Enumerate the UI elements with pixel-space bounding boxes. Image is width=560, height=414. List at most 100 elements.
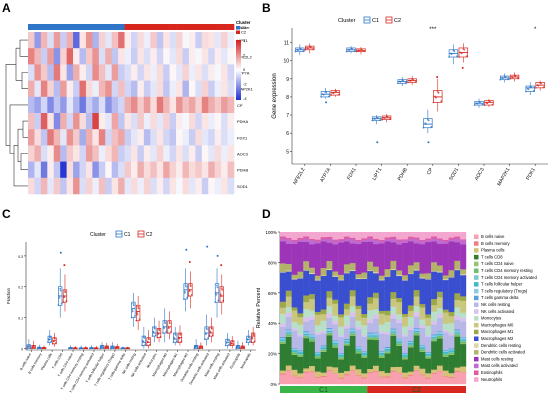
stack-segment	[303, 295, 310, 303]
legend-label: T cells CD4 naive	[481, 261, 514, 266]
annotation-cell	[214, 24, 222, 30]
heatmap-cell	[28, 80, 35, 98]
stack-segment	[454, 371, 461, 385]
heatmap-cell	[176, 177, 183, 195]
stack-segment	[320, 351, 327, 373]
stack-segment	[314, 279, 321, 281]
x-tick-label: AOC3	[474, 167, 486, 182]
stack-segment	[402, 358, 409, 360]
outlier-point	[188, 261, 191, 264]
data-point	[43, 346, 45, 349]
heatmap-cell	[60, 145, 67, 162]
row-label: PDHA	[237, 119, 248, 124]
heatmap-cell	[176, 113, 183, 130]
heatmap-cell	[156, 145, 164, 162]
stack-segment	[384, 310, 391, 316]
heatmap-cell	[176, 145, 183, 162]
stack-segment	[460, 340, 467, 342]
data-point	[199, 345, 202, 348]
data-point	[404, 82, 407, 84]
heatmap-cell	[34, 113, 42, 130]
stack-segment	[448, 377, 455, 385]
stack-segment	[326, 291, 333, 298]
heatmap-cell	[92, 80, 100, 98]
stack-segment	[448, 348, 455, 350]
heatmap-cell	[201, 64, 209, 81]
heatmap-cell	[53, 113, 61, 130]
data-point	[123, 347, 126, 350]
stack-segment	[442, 240, 449, 244]
data-point	[357, 49, 360, 52]
annotation-cell	[156, 24, 164, 30]
heatmap-cell	[60, 64, 67, 81]
stack-segment	[285, 271, 292, 291]
data-point	[252, 333, 255, 335]
stack-segment	[309, 293, 316, 300]
stack-segment	[320, 275, 327, 277]
stack-segment	[407, 241, 414, 266]
stack-segment	[320, 239, 327, 242]
stack-segment	[431, 298, 438, 306]
heatmap-cell	[227, 145, 235, 162]
heatmap-cell	[169, 129, 177, 146]
data-point	[131, 308, 134, 311]
y-tick-label: 11	[284, 41, 289, 47]
y-tick-label: 60%	[268, 291, 277, 296]
stack-segment	[442, 323, 449, 331]
stack-segment	[448, 353, 455, 355]
stack-segment	[297, 324, 304, 335]
group-bar	[367, 386, 466, 393]
stack-segment	[431, 271, 438, 300]
stack-segment	[460, 343, 467, 367]
stack-segment	[425, 314, 432, 318]
heatmap-cell	[163, 96, 170, 114]
stack-segment	[431, 270, 438, 272]
stack-segment	[402, 359, 409, 373]
heatmap-cell	[124, 96, 132, 114]
heatmap-cell	[92, 161, 100, 179]
heatmap-cell	[227, 113, 235, 130]
data-point	[182, 298, 185, 300]
heatmap-cell	[163, 64, 170, 81]
stack-segment	[460, 343, 467, 345]
legend-label: NK cells resting	[481, 302, 511, 307]
heatmap-cell	[79, 48, 87, 65]
heatmap-panel: LIPT1 NFE2L2 ATP7A MAP2K1 CP PDHA FDX1 AOC3 PDHB…	[5, 20, 254, 195]
stack-segment	[303, 371, 310, 373]
stack-segment	[309, 334, 316, 335]
stack-segment	[309, 341, 316, 367]
stack-segment	[326, 334, 333, 336]
data-point	[159, 335, 162, 338]
stack-segment	[407, 265, 414, 274]
stack-segment	[320, 275, 327, 310]
data-point	[353, 50, 356, 53]
heatmap-cell	[73, 161, 80, 179]
heatmap-cell	[195, 80, 203, 98]
heatmap-cell	[221, 96, 228, 114]
stack-segment	[402, 240, 409, 243]
data-point	[526, 87, 529, 90]
stack-segment	[320, 320, 327, 331]
data-point	[64, 290, 66, 292]
stack-segment	[367, 270, 374, 272]
stack-segment	[367, 368, 374, 373]
stack-segment	[309, 298, 316, 311]
data-point	[501, 76, 503, 79]
stack-segment	[390, 236, 397, 239]
stack-segment	[402, 280, 409, 314]
data-point	[383, 116, 385, 119]
annotation-cell	[85, 24, 93, 30]
stack-segment	[384, 377, 391, 385]
data-point	[183, 290, 186, 293]
heatmap-cell	[124, 48, 132, 65]
heatmap-cell	[221, 80, 228, 98]
heatmap-cell	[79, 32, 87, 49]
stack-segment	[460, 337, 467, 340]
heatmap-cell	[73, 48, 80, 65]
stack-segment	[291, 376, 298, 385]
heatmap-cell	[98, 64, 106, 81]
heatmap-cell	[53, 177, 61, 195]
data-point	[74, 347, 77, 349]
stack-segment	[303, 232, 310, 237]
stack-segment	[407, 371, 414, 375]
